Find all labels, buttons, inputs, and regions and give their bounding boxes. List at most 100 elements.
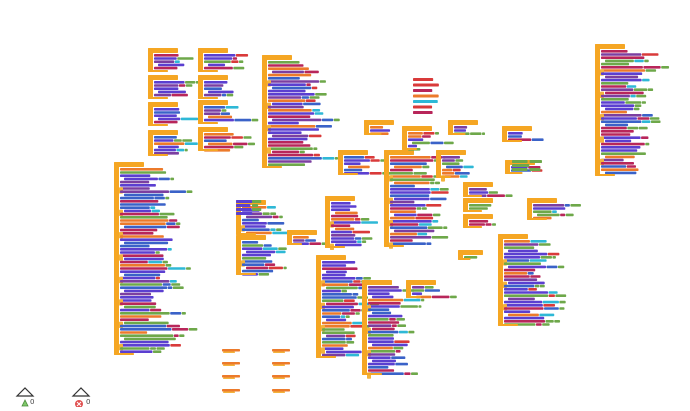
statement-block[interactable] (204, 84, 224, 87)
value-block[interactable] (430, 197, 447, 201)
value-block[interactable] (268, 266, 283, 270)
statement-block[interactable] (601, 85, 627, 88)
statement-block[interactable] (605, 75, 639, 79)
statement-block[interactable] (601, 88, 634, 91)
statement-block[interactable] (236, 208, 252, 211)
statement-block[interactable] (124, 241, 169, 245)
event-block-footer[interactable] (198, 149, 218, 151)
statement-block[interactable] (454, 129, 467, 132)
value-block[interactable] (272, 215, 279, 219)
statement-block[interactable] (268, 141, 304, 144)
value-block[interactable] (233, 66, 245, 70)
value-block[interactable] (262, 247, 278, 250)
statement-block[interactable] (204, 109, 221, 112)
value-block[interactable] (641, 101, 646, 104)
value-block[interactable] (543, 304, 556, 307)
value-block[interactable] (234, 118, 252, 122)
value-block[interactable] (434, 132, 439, 135)
statement-block[interactable] (335, 227, 355, 231)
statement-block[interactable] (268, 77, 300, 80)
statement-block[interactable] (605, 91, 644, 95)
statement-block[interactable] (268, 137, 308, 141)
statement-block[interactable] (120, 280, 170, 283)
event-block-footer[interactable] (316, 356, 336, 358)
value-block[interactable] (625, 101, 642, 104)
statement-block[interactable] (322, 267, 358, 270)
statement-block[interactable] (120, 254, 164, 257)
control-block[interactable] (119, 254, 123, 261)
global-variable-block[interactable] (272, 349, 290, 352)
statement-block[interactable] (601, 72, 643, 75)
value-block[interactable] (645, 142, 650, 146)
statement-block[interactable] (601, 142, 645, 146)
event-block-header[interactable] (527, 198, 557, 203)
value-block[interactable] (169, 190, 187, 193)
statement-block[interactable] (601, 126, 627, 130)
statement-block[interactable] (394, 197, 430, 201)
statement-block[interactable] (326, 286, 358, 290)
event-block[interactable] (148, 75, 153, 99)
value-block[interactable] (355, 312, 360, 315)
value-block[interactable] (452, 168, 461, 172)
value-block[interactable] (177, 57, 194, 60)
value-block[interactable] (232, 142, 248, 146)
statement-block[interactable] (242, 222, 267, 225)
value-block[interactable] (279, 215, 283, 219)
statement-block[interactable] (390, 168, 413, 172)
statement-block[interactable] (208, 63, 226, 67)
statement-block[interactable] (322, 331, 355, 334)
event-block[interactable] (198, 48, 203, 72)
statement-block[interactable] (246, 266, 269, 270)
statement-block[interactable] (508, 313, 539, 317)
statement-block[interactable] (368, 350, 396, 353)
statement-block[interactable] (120, 283, 163, 286)
statement-block[interactable] (120, 267, 168, 270)
event-block-header[interactable] (148, 48, 178, 53)
event-block-header[interactable] (325, 196, 355, 201)
value-block[interactable] (389, 318, 396, 321)
statement-block[interactable] (120, 248, 168, 251)
value-block[interactable] (364, 156, 375, 159)
event-block[interactable] (148, 130, 153, 156)
value-block[interactable] (170, 312, 182, 315)
statement-block[interactable] (322, 273, 346, 277)
value-block[interactable] (641, 136, 649, 139)
event-block[interactable] (463, 182, 468, 197)
value-block[interactable] (413, 172, 427, 175)
statement-block[interactable] (268, 109, 312, 112)
statement-block[interactable] (408, 132, 423, 135)
value-block[interactable] (186, 190, 193, 193)
statement-block[interactable] (368, 302, 401, 305)
value-block[interactable] (276, 228, 282, 231)
value-block[interactable] (247, 142, 256, 146)
value-block[interactable] (391, 356, 406, 359)
event-block-header[interactable] (458, 250, 483, 255)
statement-block[interactable] (605, 139, 632, 143)
statement-block[interactable] (504, 268, 536, 272)
control-block[interactable] (321, 347, 325, 354)
statement-block[interactable] (368, 324, 392, 327)
value-block[interactable] (231, 136, 243, 139)
statement-block[interactable] (504, 320, 546, 323)
statement-block[interactable] (120, 350, 153, 353)
statement-block[interactable] (120, 171, 167, 174)
statement-block[interactable] (394, 229, 435, 233)
value-block[interactable] (275, 250, 286, 254)
statement-block[interactable] (601, 146, 641, 149)
statement-block[interactable] (390, 188, 430, 191)
value-block[interactable] (535, 323, 542, 326)
statement-block[interactable] (601, 56, 645, 59)
statement-block[interactable] (120, 270, 166, 273)
value-block[interactable] (552, 256, 556, 259)
statement-block[interactable] (408, 135, 422, 138)
statement-block[interactable] (204, 60, 231, 63)
statement-block[interactable] (154, 114, 177, 117)
event-block[interactable] (402, 126, 407, 150)
value-block[interactable] (443, 226, 448, 229)
statement-block[interactable] (246, 250, 276, 254)
statement-block[interactable] (390, 178, 435, 181)
value-block[interactable] (278, 247, 287, 250)
event-block[interactable] (527, 198, 532, 220)
value-block[interactable] (354, 218, 361, 221)
value-block[interactable] (305, 239, 316, 242)
